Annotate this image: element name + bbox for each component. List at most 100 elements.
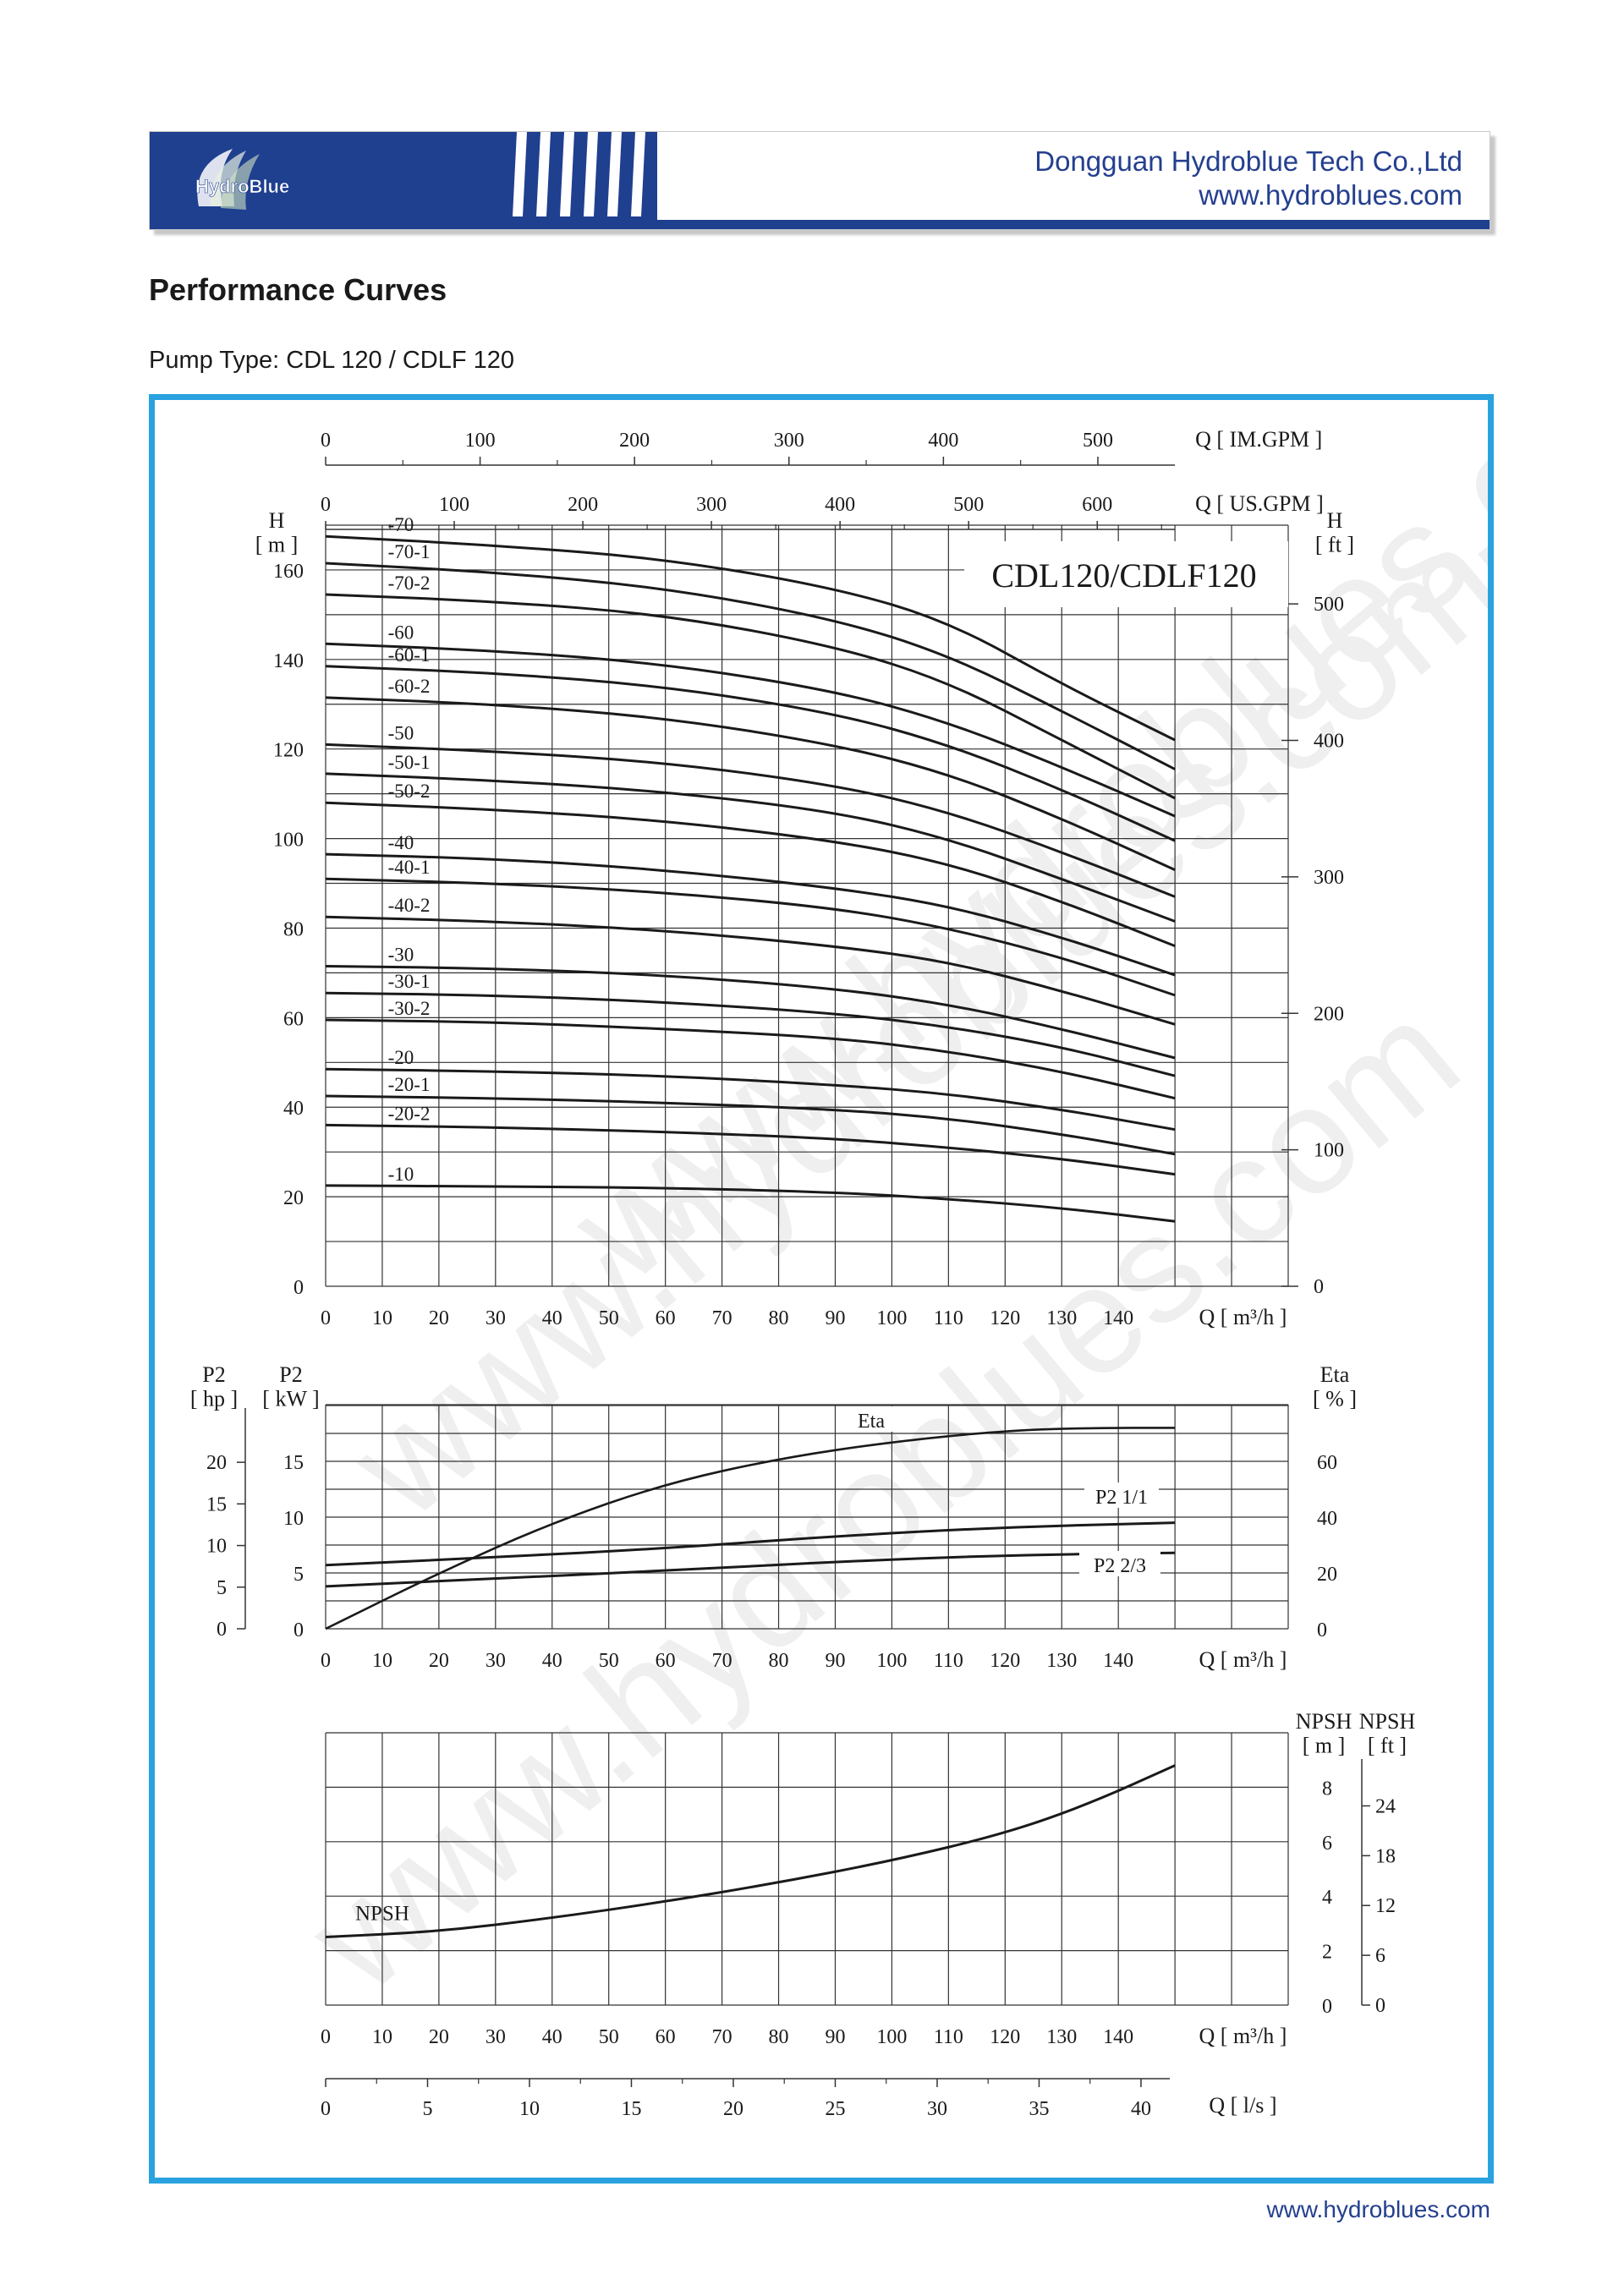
ls-tick-label: 10 (519, 2098, 540, 2120)
y-right-tick-label: 500 (1314, 594, 1344, 616)
x-tick-label: 20 (429, 1650, 449, 1672)
pump-type-label: Pump Type: CDL 120 / CDLF 120 (149, 347, 514, 374)
h-curve-label: -70-1 (388, 541, 431, 562)
h-curve-70-1 (325, 562, 1176, 770)
h-curve-label: -60-1 (388, 644, 431, 666)
x-tick-label: 50 (599, 1650, 619, 1672)
h-curve-60-1 (325, 665, 1176, 842)
y-tick-label: 120 (273, 740, 304, 762)
p2-full-label-bg (1084, 1482, 1159, 1508)
h-curve-20 (325, 1067, 1176, 1132)
head-curves: -70 -70-1 -70-2 -60-60-1 -60-2 -50 -50-1 -50-2 -… (325, 514, 1176, 1223)
us-gpm-axis-tick-label: 0 (321, 494, 331, 516)
p2-two-thirds-label-bg (1079, 1551, 1160, 1576)
npsh-m-tick-label: 0 (1322, 1996, 1332, 2018)
y-tick-label: 100 (273, 830, 304, 852)
h-curve-20-1 (325, 1094, 1176, 1156)
hp-tick-label: 5 (217, 1577, 227, 1599)
x-tick-label: 60 (656, 1650, 676, 1672)
ls-tick-label: 0 (321, 2098, 331, 2120)
x-tick-label: 80 (769, 1307, 789, 1329)
hp-tick-label: 0 (217, 1619, 227, 1641)
header-stripes (513, 132, 645, 216)
ls-axis-label: Q [ l/s ] (1209, 2093, 1276, 2118)
npsh-ft-tick-label: 12 (1375, 1895, 1396, 1917)
im-gpm-axis-tick-label: 0 (321, 430, 331, 452)
npsh-ft-axis-label: [ ft ] (1368, 1734, 1407, 1758)
y-tick-label: 0 (294, 1277, 304, 1299)
ls-tick-label: 35 (1029, 2098, 1049, 2120)
kw-tick-label: 5 (294, 1564, 304, 1586)
performance-chart: www.hydroblues.comwww.hydroblues.comwww.… (190, 400, 1488, 2120)
x-tick-label: 20 (429, 1307, 449, 1329)
x-tick-label: 0 (321, 2026, 331, 2048)
x-tick-label: 100 (876, 1650, 907, 1672)
x-tick-label: 90 (825, 2026, 845, 2048)
us-gpm-axis-label: Q [ US.GPM ] (1195, 491, 1324, 516)
npsh-curve-label: NPSH (355, 1903, 409, 1926)
h-curve-label: -50 (388, 722, 414, 743)
kw-tick-label: 10 (283, 1508, 304, 1530)
us-gpm-axis-tick-label: 600 (1082, 494, 1112, 516)
y-right-axis-label: [ ft ] (1315, 533, 1354, 557)
im-gpm-axis-tick-label: 400 (928, 430, 958, 452)
us-gpm-axis-tick-label: 300 (696, 494, 727, 516)
header-bottom-bar (150, 220, 1490, 229)
company-website[interactable]: www.hydroblues.com (1199, 179, 1462, 211)
h-curve-label: -30 (388, 944, 414, 965)
h-curve-50 (325, 743, 1176, 898)
footer-url[interactable]: www.hydroblues.com (1266, 2196, 1490, 2222)
x-tick-label: 80 (769, 2026, 789, 2048)
h-curve-label: -20 (388, 1047, 414, 1068)
x-tick-label: 70 (712, 1307, 732, 1329)
h-curve-label: -60-2 (388, 676, 431, 697)
x-tick-label: 50 (599, 1307, 619, 1329)
npsh-m-tick-label: 8 (1322, 1778, 1332, 1800)
x-tick-label: 130 (1046, 2026, 1077, 2048)
im-gpm-axis-tick-label: 200 (619, 430, 650, 452)
y-right-tick-label: 300 (1314, 867, 1344, 889)
x-tick-label: 110 (934, 1650, 963, 1672)
x-tick-label: 10 (372, 1650, 392, 1672)
x-tick-label: 0 (321, 1307, 331, 1329)
kw-axis-label: [ kW ] (262, 1387, 319, 1411)
y-tick-label: 160 (273, 561, 304, 583)
company-name: Dongguan Hydroblue Tech Co.,Ltd (1034, 145, 1462, 177)
h-curve-label: -70-2 (388, 573, 431, 594)
h-curve-20-2 (325, 1123, 1176, 1176)
eta-label-bg (846, 1406, 897, 1432)
im-gpm-axis-tick-label: 500 (1083, 430, 1113, 452)
x-tick-label: 60 (656, 1307, 676, 1329)
npsh-m-axis-label: NPSH (1296, 1709, 1352, 1734)
p2-two-thirds-curve-label: P2 2/3 (1094, 1555, 1146, 1577)
x-tick-label: 20 (429, 2026, 449, 2048)
y-tick-label: 60 (283, 1008, 304, 1030)
watermark: www.hydroblues.comwww.hydroblues.comwww.… (277, 400, 1488, 2025)
x-tick-label: 40 (542, 2026, 562, 2048)
power-chart: 0 5 10 15 0 20 40 60 0 5 10 15 20 0 10 20 30 40 50 60 70 80 90… (206, 1404, 1337, 1672)
h-curve-50-2 (325, 801, 1176, 948)
x-axis-label: Q [ m³/h ] (1199, 1305, 1287, 1329)
x-tick-label: 100 (876, 1307, 907, 1329)
x-tick-label: 10 (372, 1307, 392, 1329)
y-right-tick-label: 100 (1314, 1140, 1344, 1162)
h-curve-50-1 (325, 772, 1176, 923)
eta-tick-label: 60 (1317, 1452, 1337, 1474)
h-curve-40 (325, 852, 1176, 977)
y-right-tick-label: 0 (1314, 1276, 1324, 1298)
y-axis-label: H (269, 508, 285, 533)
ls-tick-label: 20 (723, 2098, 743, 2120)
x-tick-label: 0 (321, 1650, 331, 1672)
h-curve-30 (325, 964, 1176, 1060)
npsh-m-tick-label: 4 (1322, 1887, 1332, 1909)
h-curve-70 (325, 534, 1176, 742)
eta-tick-label: 40 (1317, 1508, 1337, 1530)
eta-curve-label: Eta (858, 1411, 885, 1433)
y-tick-label: 140 (273, 650, 304, 672)
h-curve-60 (325, 642, 1176, 818)
y-axis-label: [ m ] (255, 533, 299, 557)
x-tick-label: 40 (542, 1307, 562, 1329)
h-curve-40-1 (325, 877, 1176, 997)
npsh-ft-axis-label: NPSH (1359, 1709, 1416, 1734)
ls-tick-label: 15 (621, 2098, 641, 2120)
